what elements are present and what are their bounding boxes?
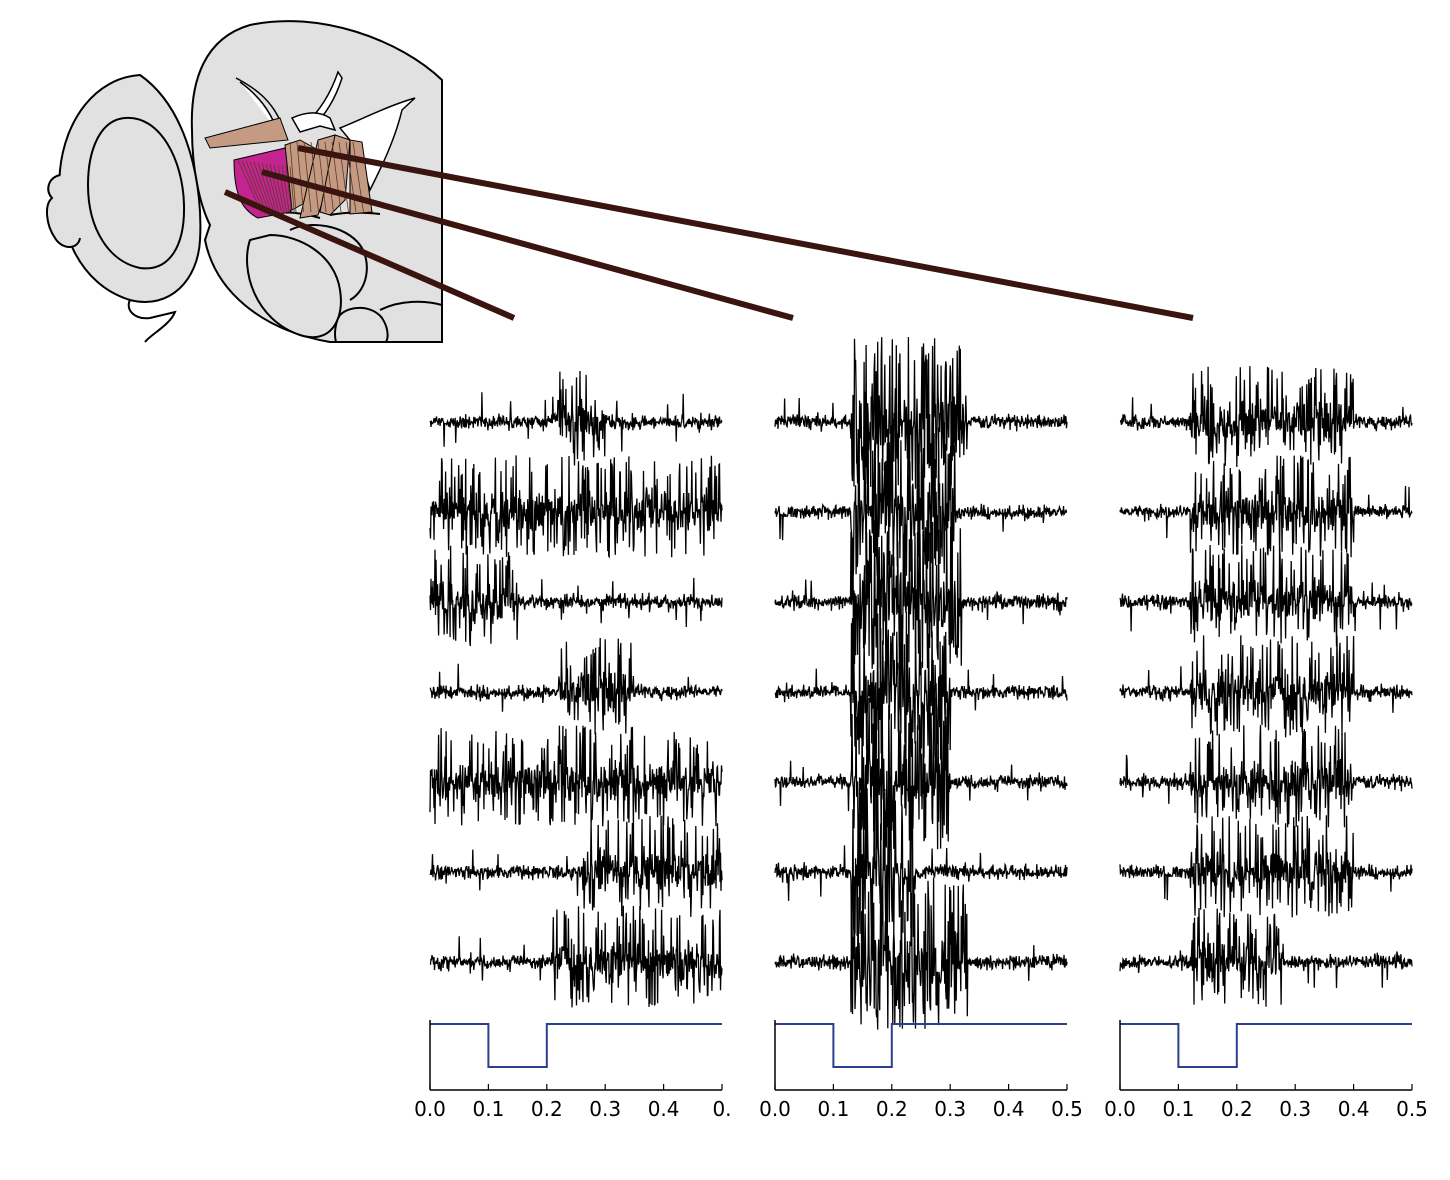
coxa-3 [334, 306, 389, 343]
x-tick-label: 0.3 [1279, 1097, 1311, 1121]
emg-trace-trial-4 [774, 608, 1068, 760]
emg-trace-trial-7 [429, 905, 723, 1008]
emg-trace-trial-3 [429, 545, 723, 647]
muscle-striations [237, 141, 364, 215]
emg-trace-trial-1 [1119, 366, 1413, 468]
emg-trace-trial-5 [774, 697, 1068, 850]
panel-2: 0.0 0.1 0.2 0.3 0.4 0.5 [759, 336, 1083, 1121]
muscle-dorsal [204, 117, 289, 149]
coxa-4 [379, 300, 443, 311]
guide-line-panel-2 [261, 169, 794, 321]
panel-1: 0.0 0.1 0.2 0.3 0.4 0. [414, 370, 732, 1121]
x-tick-label: 0.0 [1104, 1097, 1136, 1121]
emg-trace-trial-5 [429, 725, 723, 828]
striation [257, 162, 275, 215]
emg-trace-trial-7 [1119, 907, 1413, 1007]
emg-trace-trial-6 [774, 787, 1068, 939]
emg-trace-trial-3 [1119, 544, 1413, 647]
striation [289, 166, 295, 215]
emg-trace-trial-6 [1119, 815, 1413, 918]
sclerite-1 [290, 112, 337, 133]
compound-eye [86, 116, 186, 270]
x-tick-label: 0. [712, 1097, 731, 1121]
x-tick-label: 0.4 [993, 1097, 1025, 1121]
striation [296, 141, 304, 213]
x-tick-label: 0.2 [1221, 1097, 1253, 1121]
coxa-2 [289, 224, 368, 301]
emg-trace-trial-4 [1119, 635, 1413, 738]
guide-line-panel-1 [223, 189, 516, 321]
x-tick-label: 0.0 [414, 1097, 446, 1121]
x-tick-label: 0.1 [472, 1097, 504, 1121]
recording-panels: 0.0 0.1 0.2 0.3 0.4 0. 0.0 0.1 0.2 0.3 0.4 0.5 0.0 0.… [414, 336, 1428, 1121]
stimulus-trace [775, 1023, 1067, 1068]
x-tick-label: 0.5 [1051, 1097, 1083, 1121]
x-tick-label: 0.1 [1162, 1097, 1194, 1121]
emg-trace-trial-4 [429, 637, 723, 735]
striation [285, 165, 293, 215]
emg-trace-trial-1 [429, 370, 723, 466]
x-tick-label: 0.2 [876, 1097, 908, 1121]
striation [249, 161, 270, 215]
panel-3: 0.0 0.1 0.2 0.3 0.4 0.5 [1104, 366, 1428, 1121]
emg-trace-trial-3 [774, 518, 1068, 671]
x-tick-label: 0.3 [934, 1097, 966, 1121]
x-tick-label: 0.4 [1338, 1097, 1370, 1121]
emg-trace-trial-5 [1119, 724, 1413, 828]
emg-trace-trial-2 [774, 427, 1068, 577]
coxa-1 [246, 233, 342, 339]
striation [277, 164, 288, 215]
x-tick-label: 0.0 [759, 1097, 791, 1121]
sclerite-2 [338, 97, 416, 193]
x-tick-label: 0.5 [1396, 1097, 1428, 1121]
mouthparts [46, 174, 81, 248]
x-tick-label: 0.2 [531, 1097, 563, 1121]
stimulus-trace [430, 1023, 722, 1068]
striation [281, 165, 290, 215]
striation [245, 160, 268, 215]
stimulus-trace [1120, 1023, 1412, 1068]
emg-trace-trial-2 [1119, 455, 1413, 558]
striation [303, 141, 312, 213]
striation [253, 161, 273, 215]
x-tick-label: 0.3 [589, 1097, 621, 1121]
x-tick-label: 0.1 [817, 1097, 849, 1121]
guide-line-panel-3 [297, 145, 1194, 321]
lower-lobe [127, 299, 177, 343]
fly-illustration [46, 20, 1194, 343]
emg-trace-trial-2 [429, 455, 723, 559]
x-tick-label: 0.4 [648, 1097, 680, 1121]
emg-trace-trial-7 [774, 877, 1068, 1030]
emg-trace-trial-6 [429, 815, 723, 917]
striation [289, 141, 297, 213]
